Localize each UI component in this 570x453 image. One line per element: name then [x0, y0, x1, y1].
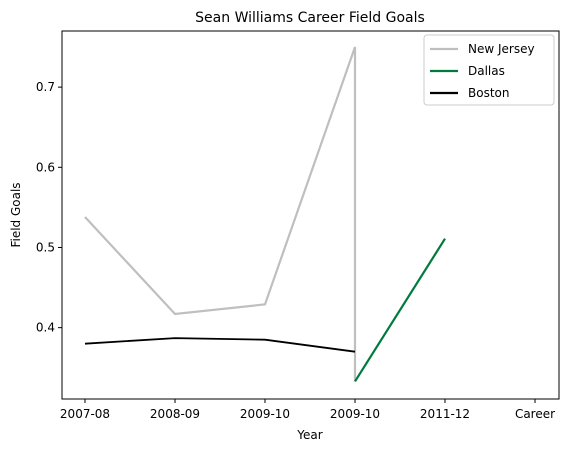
x-axis-label: Year: [296, 428, 322, 442]
y-axis-label: Field Goals: [9, 182, 23, 247]
x-tick-label: 2009-10: [330, 407, 380, 421]
legend: New Jersey Dallas Boston: [423, 34, 555, 106]
x-tick-label: 2008-09: [150, 407, 200, 421]
x-axis: 2007-08 2008-09 2009-10 2009-10 2011-12 Caree…: [60, 399, 555, 421]
x-tick-label: 2007-08: [60, 407, 110, 421]
y-tick-label: 0.4: [36, 321, 55, 335]
series-layer: [84, 46, 446, 382]
x-tick-label: 2009-10: [240, 407, 290, 421]
legend-label-new-jersey: New Jersey: [468, 42, 535, 56]
x-tick-label: Career: [515, 407, 555, 421]
series-line-dallas: [354, 238, 446, 382]
legend-label-dallas: Dallas: [468, 64, 505, 78]
y-tick-label: 0.5: [36, 240, 55, 254]
legend-label-boston: Boston: [468, 86, 509, 100]
y-tick-label: 0.6: [36, 160, 55, 174]
chart-title: Sean Williams Career Field Goals: [195, 10, 425, 26]
series-line-boston: [84, 337, 356, 353]
y-axis: 0.4 0.5 0.6 0.7: [36, 80, 62, 335]
legend-box: [423, 34, 555, 106]
series-line-new-jersey: [84, 46, 357, 382]
plot-frame: [61, 30, 560, 400]
y-tick-label: 0.7: [36, 80, 55, 94]
x-tick-label: 2011-12: [420, 407, 470, 421]
